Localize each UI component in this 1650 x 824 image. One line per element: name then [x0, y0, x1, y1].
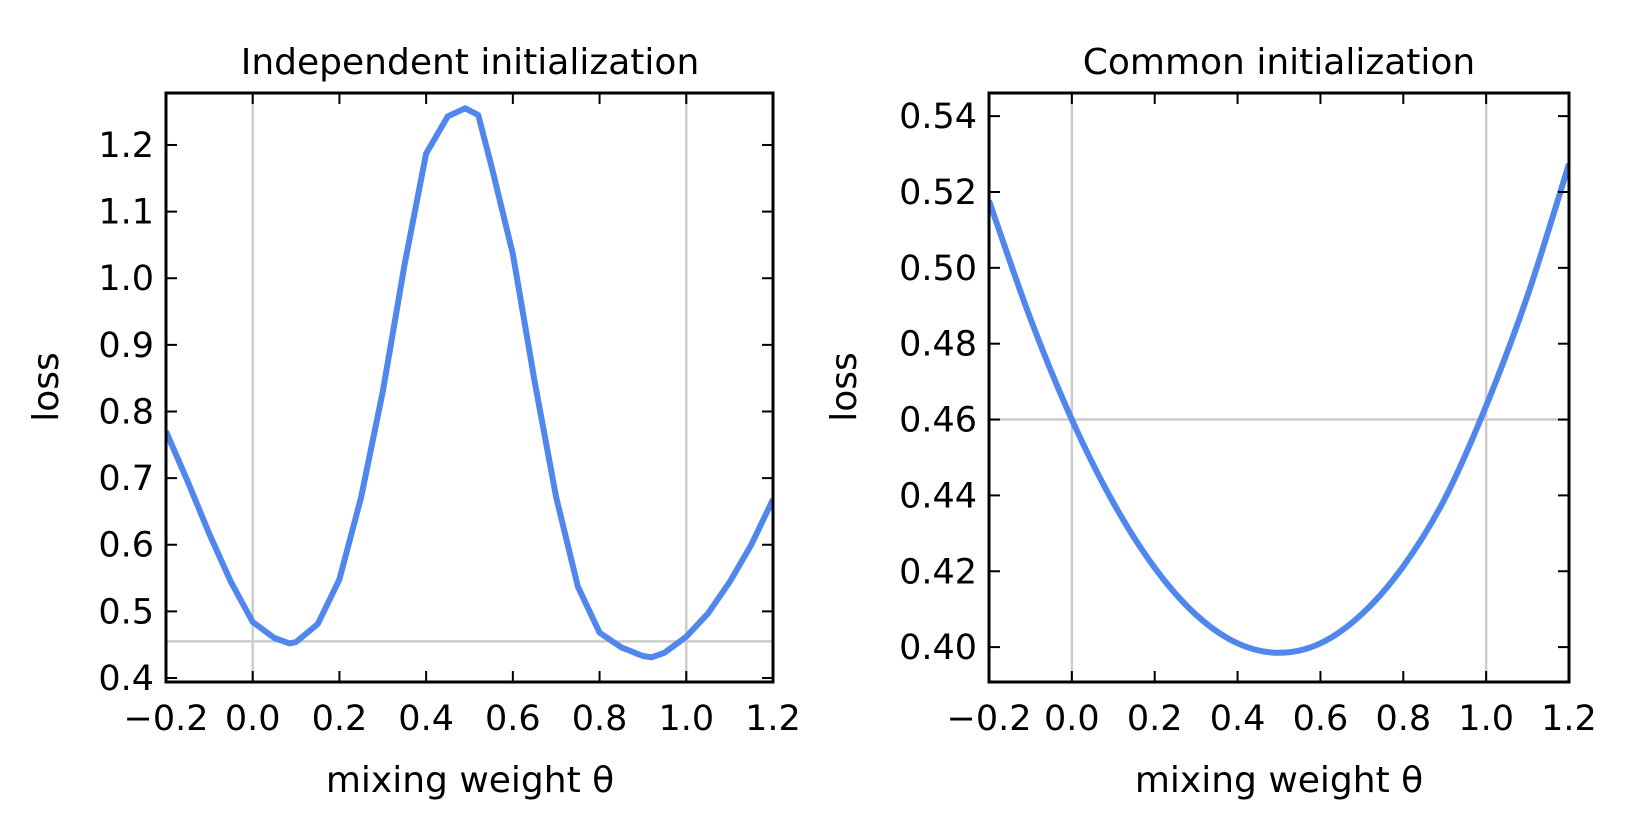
x-tick-label: 0.6 [485, 699, 541, 739]
chart-title: Common initialization [1083, 42, 1476, 83]
x-tick-label: 1.0 [658, 699, 714, 739]
y-tick-label: 0.42 [899, 552, 977, 592]
panel-common-initialization: Common initialization mixing weight θ lo… [824, 42, 1597, 801]
y-axis-label: loss [824, 352, 865, 422]
x-tick-label: 0.6 [1293, 699, 1349, 739]
y-tick-label: 0.6 [98, 526, 154, 566]
panel-independent-initialization: Independent initialization mixing weight… [26, 42, 801, 801]
x-tick-label: 0.8 [572, 699, 628, 739]
y-tick-label: 1.1 [98, 193, 154, 233]
y-tick-label: 0.9 [98, 326, 154, 366]
y-tick-label: 0.52 [899, 173, 977, 213]
y-tick-label: 0.50 [899, 249, 977, 289]
y-tick-label: 0.40 [899, 628, 977, 668]
chart-title: Independent initialization [241, 42, 700, 83]
x-tick-label: 1.0 [1458, 699, 1514, 739]
axes-frame [987, 91, 1571, 684]
x-axis-label: mixing weight θ [1135, 760, 1423, 801]
y-tick-label: 0.8 [98, 392, 154, 432]
x-tick-label: 1.2 [1541, 699, 1597, 739]
y-tick-label: 1.2 [98, 126, 154, 166]
x-tick-label: 0.2 [1127, 699, 1183, 739]
x-tick-label: −0.2 [124, 699, 209, 739]
x-axis-label: mixing weight θ [326, 760, 614, 801]
y-tick-label: 0.54 [899, 97, 977, 137]
loss-curve [166, 105, 773, 661]
loss-curve [989, 163, 1569, 656]
y-tick-label: 1.0 [98, 259, 154, 299]
x-tick-label: 0.4 [1210, 699, 1266, 739]
x-tick-label: 0.2 [312, 699, 368, 739]
y-tick-label: 0.44 [899, 476, 977, 516]
x-tick-label: 0.0 [1044, 699, 1100, 739]
x-tick-label: 0.0 [225, 699, 281, 739]
x-tick-label: −0.2 [947, 699, 1032, 739]
y-tick-label: 0.7 [98, 459, 154, 499]
y-tick-label: 0.5 [98, 592, 154, 632]
x-tick-label: 1.2 [745, 699, 801, 739]
x-tick-label: 0.4 [398, 699, 454, 739]
y-tick-label: 0.48 [899, 325, 977, 365]
y-axis-label: loss [26, 352, 67, 422]
x-tick-label: 0.8 [1375, 699, 1431, 739]
y-tick-label: 0.46 [899, 401, 977, 441]
axes-frame [164, 91, 775, 684]
y-tick-label: 0.4 [98, 659, 154, 699]
